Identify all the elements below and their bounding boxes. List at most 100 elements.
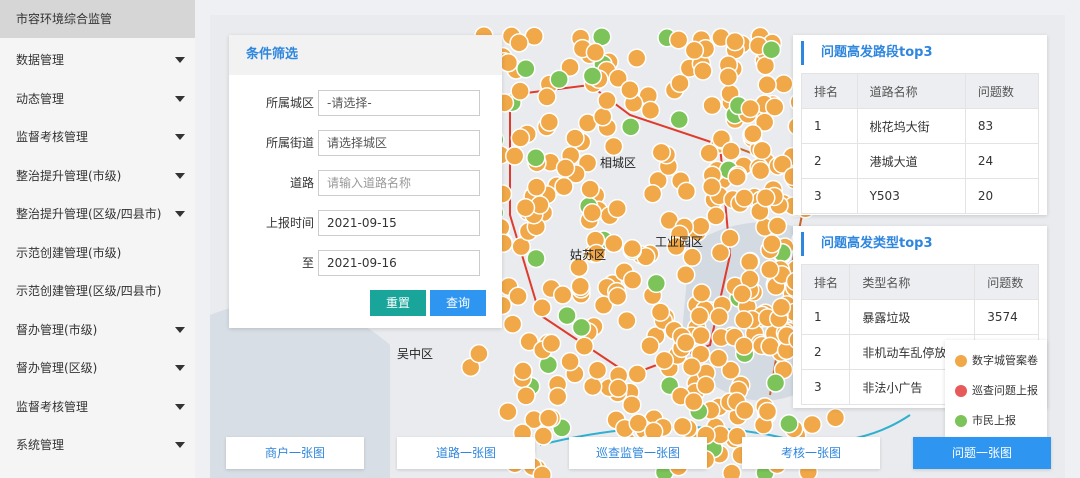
map-shape xyxy=(681,356,702,377)
date-input[interactable]: 2021-09-15 xyxy=(318,210,480,236)
map-shape xyxy=(620,117,641,137)
menu-item[interactable]: 系统管理 xyxy=(0,426,195,464)
panel-title: 问题高发类型top3 xyxy=(801,232,1047,256)
menu-item[interactable]: 整治提升管理(区级/四县市) xyxy=(0,195,195,233)
map-shape xyxy=(666,236,686,257)
map-shape xyxy=(676,264,696,285)
map-shape xyxy=(510,81,530,101)
menu-item[interactable]: 监督考核管理 xyxy=(0,388,195,426)
map-shape xyxy=(734,310,754,330)
header-cell: 排名 xyxy=(800,264,851,300)
map-shape xyxy=(683,391,704,412)
map-shape xyxy=(557,305,577,326)
menu-item[interactable]: 示范创建管理(市级) xyxy=(16,245,122,260)
input[interactable]: 请输入道路名称 xyxy=(318,170,480,196)
map-shape xyxy=(701,177,722,197)
header-cell: 问题数 xyxy=(964,73,1040,109)
row[interactable]: 2 港城大道 24 xyxy=(801,143,1040,179)
road-table-panel: 问题高发路段top3 排名 道路名称 问题数 1 桃花坞大街 83 2 港城大道 24 3 Y503 2… xyxy=(793,35,1047,215)
reset-button[interactable]: 重置 xyxy=(370,290,426,316)
map-shape xyxy=(508,286,528,307)
map-shape xyxy=(710,242,731,263)
map-shape xyxy=(670,73,690,94)
map-shape xyxy=(515,197,536,218)
map-shape xyxy=(825,408,846,428)
cell: 3574 xyxy=(974,299,1039,335)
map-shape xyxy=(802,414,822,435)
map-shape xyxy=(617,310,637,331)
map-shape xyxy=(570,276,591,297)
map-shape xyxy=(580,179,600,199)
date-input[interactable]: 2021-09-16 xyxy=(318,250,480,276)
map-shape xyxy=(650,302,671,322)
select[interactable]: -请选择- xyxy=(318,90,480,116)
map-shape xyxy=(510,128,531,148)
map-shape xyxy=(538,408,559,428)
map-shape xyxy=(757,401,778,422)
tab[interactable]: 商户一张图 xyxy=(226,437,364,469)
map-shape xyxy=(592,107,613,127)
map-shape xyxy=(541,333,562,354)
menu-item[interactable]: 市容环境综合监管 xyxy=(0,0,195,38)
map-shape xyxy=(622,238,643,259)
menu-item[interactable]: 监督考核管理 xyxy=(0,118,195,156)
legend-item[interactable]: 数字城管案卷 xyxy=(955,352,1038,368)
map-shape xyxy=(498,401,518,422)
map-shape xyxy=(608,68,628,89)
search-button[interactable]: 查询 xyxy=(430,290,486,316)
map-shape xyxy=(764,97,785,117)
map-shape xyxy=(734,188,755,208)
tab[interactable]: 考核一张图 xyxy=(742,437,880,469)
map-shape xyxy=(734,336,754,356)
menu-item[interactable]: 动态管理 xyxy=(0,80,195,118)
cell: 83 xyxy=(964,108,1040,144)
row[interactable]: 3 Y503 20 xyxy=(801,178,1040,214)
map-shape xyxy=(586,243,607,264)
map-shape xyxy=(654,350,675,371)
select[interactable]: 请选择城区 xyxy=(318,130,480,156)
map-shape xyxy=(582,202,602,223)
label: 所属街道 xyxy=(265,136,314,150)
map-shape xyxy=(646,273,667,294)
map-shape xyxy=(469,343,489,364)
cell: Y503 xyxy=(856,178,966,214)
legend-item[interactable]: 巡查问题上报 xyxy=(955,382,1038,398)
menu-item[interactable]: 数据管理 xyxy=(0,41,195,79)
map-shape xyxy=(759,259,780,280)
map-shape xyxy=(682,247,703,267)
map-shape xyxy=(597,90,617,111)
map-shape xyxy=(640,336,660,356)
map-shape xyxy=(669,109,689,130)
cell: 1 xyxy=(801,108,858,144)
row[interactable]: 1 暴露垃圾 3574 xyxy=(800,299,1039,335)
menu-item[interactable]: 督办管理(区级) xyxy=(0,349,195,387)
map-shape xyxy=(607,286,628,307)
map-shape xyxy=(706,206,726,226)
map-label: 工业园区 xyxy=(655,235,704,249)
map-shape xyxy=(532,298,552,318)
menu-item[interactable]: 督办管理(市级) xyxy=(0,311,195,349)
menu-item[interactable]: 整治提升管理(市级) xyxy=(0,157,195,195)
map-shape xyxy=(626,48,647,68)
cell: 港城大道 xyxy=(856,143,966,179)
map-shape xyxy=(516,58,536,79)
label: 至 xyxy=(301,256,314,270)
tab[interactable]: 问题一张图 xyxy=(913,437,1051,469)
map-shape xyxy=(571,317,592,338)
map-shape xyxy=(689,306,710,326)
tab[interactable]: 道路一张图 xyxy=(397,437,535,469)
map-shape xyxy=(642,184,663,204)
legend-item[interactable]: 市民上报 xyxy=(955,412,1016,428)
map-shape xyxy=(721,141,741,161)
map-shape xyxy=(628,413,648,433)
header-cell: 道路名称 xyxy=(856,73,966,109)
map-shape xyxy=(651,142,672,163)
map-shape xyxy=(702,95,722,116)
map-shape xyxy=(627,364,648,384)
tab[interactable]: 巡查监管一张图 xyxy=(569,437,707,469)
menu-item[interactable]: 示范创建管理(区级/四县市) xyxy=(16,284,162,298)
map-shape xyxy=(672,416,693,437)
row[interactable]: 1 桃花坞大街 83 xyxy=(801,108,1040,144)
map-shape xyxy=(569,257,589,278)
